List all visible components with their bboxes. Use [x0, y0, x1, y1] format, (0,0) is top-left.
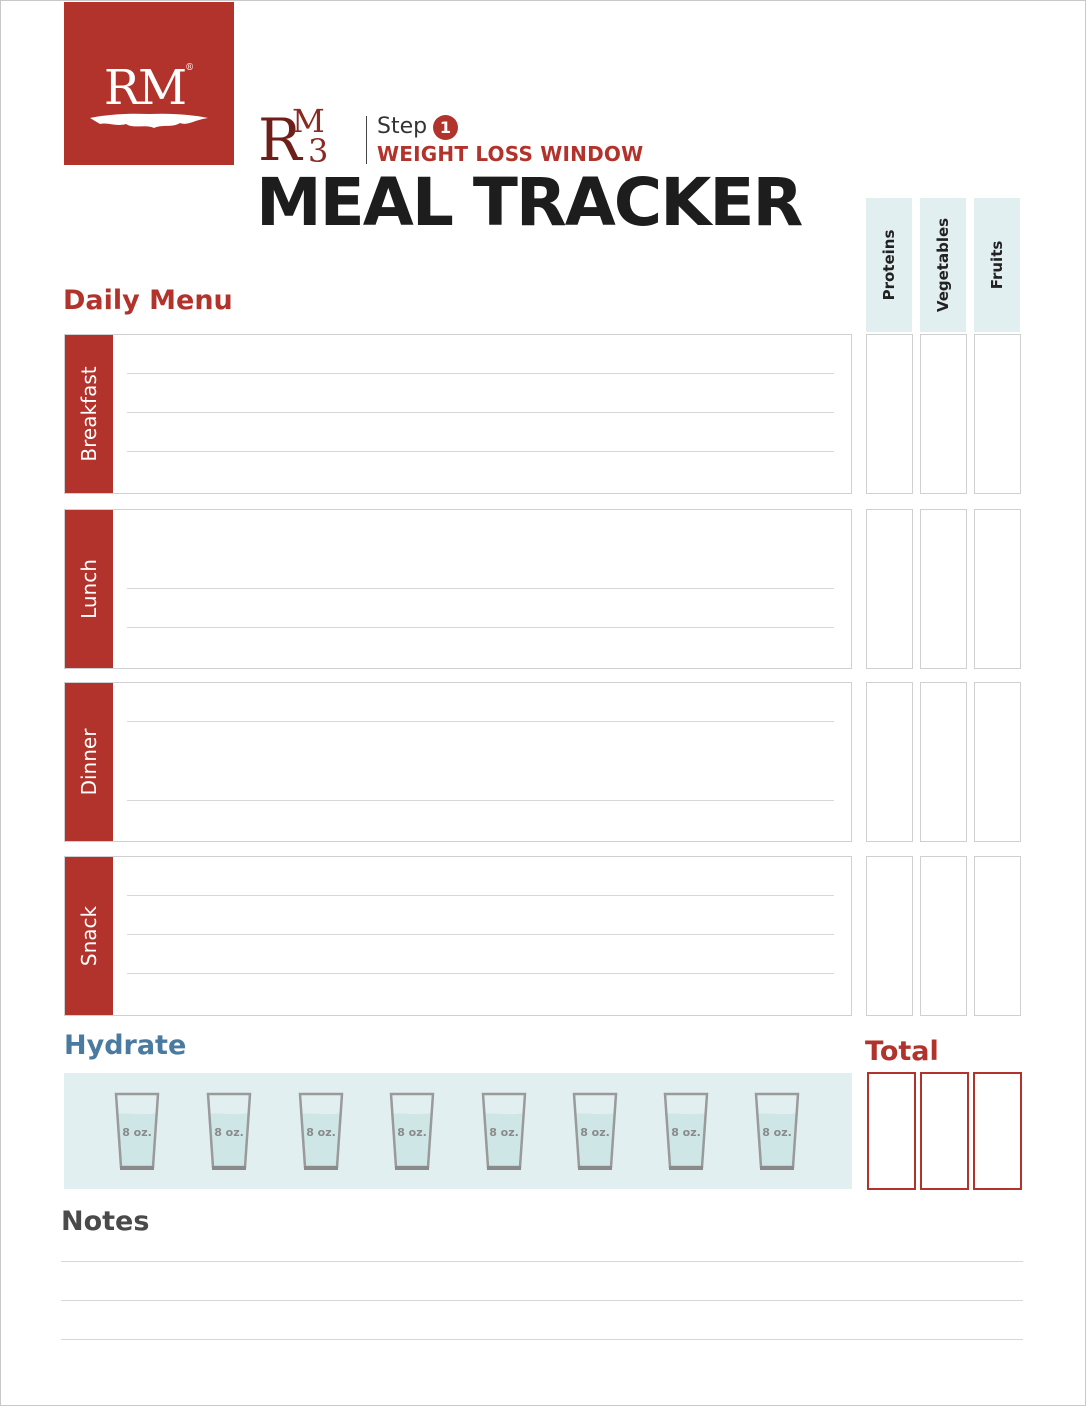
write-line: [127, 721, 834, 722]
snack-fruits-cell[interactable]: [974, 856, 1021, 1016]
lunch-fruits-cell[interactable]: [974, 509, 1021, 669]
write-line: [127, 412, 834, 413]
total-fruits-cell[interactable]: [973, 1072, 1022, 1190]
lunch-proteins-cell[interactable]: [866, 509, 913, 669]
meal-label-dinner: Dinner: [65, 683, 113, 841]
mountain-icon: [90, 113, 208, 128]
meal-snack-box[interactable]: Snack: [64, 856, 852, 1016]
step-number-badge: 1: [433, 115, 458, 140]
meal-dinner-box[interactable]: Dinner: [64, 682, 852, 842]
hydrate-bar: 8 oz. 8 oz. 8 oz. 8 oz. 8 oz. 8 oz. 8 oz…: [64, 1073, 852, 1189]
water-glass-icon[interactable]: 8 oz.: [298, 1092, 348, 1172]
meal-label-snack: Snack: [65, 857, 113, 1015]
total-vegetables-cell[interactable]: [920, 1072, 969, 1190]
water-glass-icon[interactable]: 8 oz.: [481, 1092, 531, 1172]
step-label: Step: [377, 114, 428, 139]
notes-line[interactable]: [61, 1339, 1023, 1340]
dinner-vegetables-cell[interactable]: [920, 682, 967, 842]
page-title: MEAL TRACKER: [256, 164, 803, 241]
snack-vegetables-cell[interactable]: [920, 856, 967, 1016]
column-header-vegetables: Vegetables: [920, 198, 966, 332]
write-line: [127, 588, 834, 589]
write-line: [127, 451, 834, 452]
write-line: [127, 973, 834, 974]
water-glass-icon[interactable]: 8 oz.: [389, 1092, 439, 1172]
daily-menu-title: Daily Menu: [63, 285, 233, 316]
write-line: [127, 627, 834, 628]
water-glass-icon[interactable]: 8 oz.: [754, 1092, 804, 1172]
write-line: [127, 895, 834, 896]
total-title: Total: [865, 1036, 939, 1067]
breakfast-fruits-cell[interactable]: [974, 334, 1021, 494]
dinner-proteins-cell[interactable]: [866, 682, 913, 842]
meal-breakfast-box[interactable]: Breakfast: [64, 334, 852, 494]
water-glass-icon[interactable]: 8 oz.: [206, 1092, 256, 1172]
total-proteins-cell[interactable]: [867, 1072, 916, 1190]
column-header-fruits: Fruits: [974, 198, 1020, 332]
svg-text:3: 3: [308, 132, 328, 168]
svg-text:R: R: [258, 106, 304, 168]
rm3-logo: R M 3: [258, 102, 328, 168]
lunch-vegetables-cell[interactable]: [920, 509, 967, 669]
snack-proteins-cell[interactable]: [866, 856, 913, 1016]
notes-line[interactable]: [61, 1261, 1023, 1262]
write-line: [127, 934, 834, 935]
notes-line[interactable]: [61, 1300, 1023, 1301]
breakfast-proteins-cell[interactable]: [866, 334, 913, 494]
svg-text:M: M: [292, 102, 325, 140]
meal-label-breakfast: Breakfast: [65, 335, 113, 493]
meal-label-lunch: Lunch: [65, 510, 113, 668]
write-line: [127, 800, 834, 801]
dinner-fruits-cell[interactable]: [974, 682, 1021, 842]
breakfast-vegetables-cell[interactable]: [920, 334, 967, 494]
water-glass-icon[interactable]: 8 oz.: [114, 1092, 164, 1172]
header-divider: [366, 116, 367, 164]
hydrate-title: Hydrate: [64, 1030, 187, 1061]
rm-logo-badge: RM®: [64, 2, 234, 165]
water-glass-icon[interactable]: 8 oz.: [572, 1092, 622, 1172]
rm-logo-text: RM®: [103, 60, 195, 116]
water-glass-icon[interactable]: 8 oz.: [663, 1092, 713, 1172]
meal-lunch-box[interactable]: Lunch: [64, 509, 852, 669]
notes-title: Notes: [61, 1206, 150, 1237]
subtitle: WEIGHT LOSS WINDOW: [377, 142, 644, 166]
column-header-proteins: Proteins: [866, 198, 912, 332]
write-line: [127, 373, 834, 374]
